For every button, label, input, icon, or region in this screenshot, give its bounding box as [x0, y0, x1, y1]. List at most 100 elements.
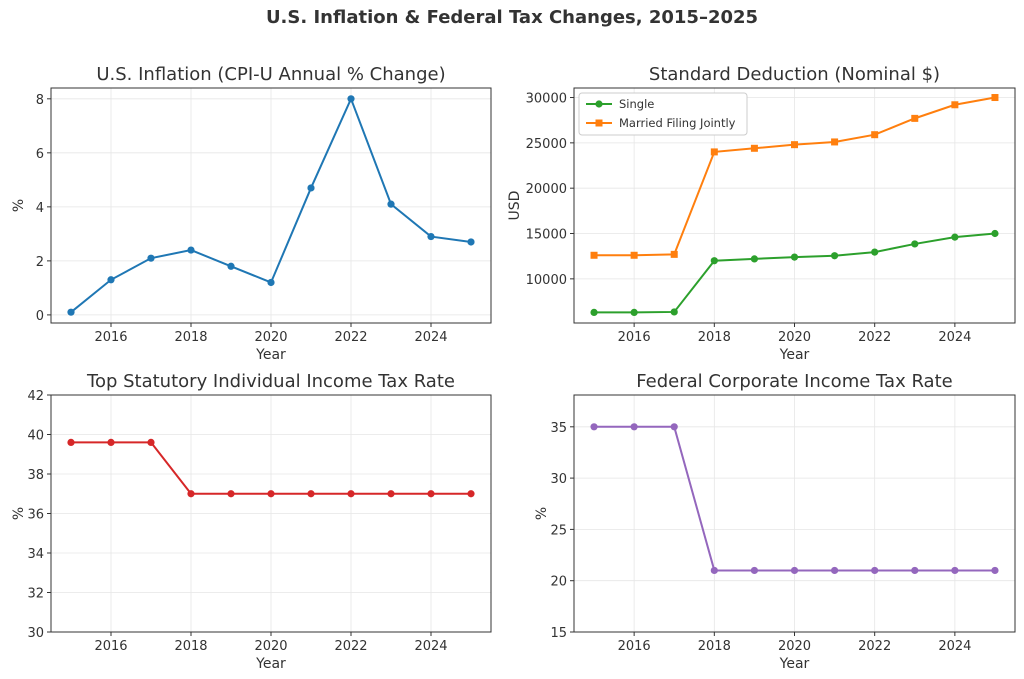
data-point: [670, 250, 678, 258]
data-point: [911, 114, 919, 122]
legend-marker: [595, 119, 603, 127]
data-point: [67, 438, 75, 446]
x-axis-label: Year: [255, 656, 286, 672]
data-point: [871, 131, 879, 139]
legend-marker: [595, 100, 603, 108]
y-tick-label: 30: [27, 626, 44, 641]
x-tick-label: 2016: [94, 639, 127, 654]
y-axis-label: %: [11, 199, 27, 212]
data-point: [790, 253, 799, 261]
data-point: [670, 423, 678, 431]
data-point: [267, 490, 275, 498]
subplot-title: Federal Corporate Income Tax Rate: [636, 371, 952, 392]
figure-title: U.S. Inflation & Federal Tax Changes, 20…: [266, 7, 758, 28]
x-tick-label: 2020: [254, 330, 287, 345]
data-point: [750, 255, 759, 263]
data-point: [750, 566, 759, 575]
data-point: [387, 490, 395, 498]
y-tick-label: 40: [27, 429, 44, 444]
subplot-1: 2016 2018 2020 2022 2024 0 2 4 6 8 U.S. Inflation …: [11, 64, 492, 363]
data-point: [670, 308, 678, 316]
data-point: [467, 490, 475, 498]
data-point: [590, 251, 598, 259]
data-point: [107, 276, 115, 284]
x-tick-label: 2024: [938, 639, 971, 654]
data-point: [750, 144, 758, 152]
data-point: [187, 246, 195, 254]
y-tick-label: 25000: [526, 137, 567, 152]
x-tick-label: 2018: [174, 330, 207, 345]
x-tick-label: 2018: [698, 639, 731, 654]
subplot-title: U.S. Inflation (CPI-U Annual % Change): [96, 64, 445, 85]
data-point: [590, 423, 598, 431]
y-tick-label: 38: [27, 468, 44, 483]
y-axis-label: USD: [507, 191, 523, 221]
data-point: [147, 254, 155, 262]
y-axis-label: %: [534, 507, 550, 520]
data-point: [630, 251, 638, 259]
y-tick-label: 36: [27, 508, 44, 523]
y-tick-label: 34: [27, 547, 44, 562]
data-point: [307, 490, 315, 498]
x-tick-label: 2022: [858, 330, 891, 345]
data-point: [307, 184, 315, 192]
x-tick-label: 2022: [334, 639, 367, 654]
plot-frame: [50, 87, 492, 324]
y-tick-label: 0: [36, 309, 44, 324]
data-point: [991, 94, 999, 102]
y-tick-label: 4: [36, 201, 44, 216]
y-tick-label: 42: [27, 389, 44, 404]
data-point: [871, 248, 879, 256]
y-tick-label: 32: [27, 587, 44, 602]
x-axis-label: Year: [255, 347, 286, 363]
data-point: [951, 233, 959, 241]
x-tick-label: 2020: [778, 639, 811, 654]
data-point: [830, 252, 839, 260]
y-axis-label: %: [11, 507, 27, 520]
legend-label: Single: [619, 97, 654, 111]
x-tick-label: 2022: [334, 330, 367, 345]
data-point: [710, 148, 718, 156]
data-point: [267, 278, 275, 287]
x-tick-label: 2016: [618, 330, 651, 345]
x-tick-label: 2022: [858, 639, 891, 654]
data-point: [951, 566, 959, 575]
data-point: [227, 262, 235, 270]
x-tick-label: 2024: [414, 639, 447, 654]
y-tick-label: 30000: [526, 92, 567, 107]
y-tick-label: 10000: [526, 273, 567, 288]
plot-frame: [573, 394, 1016, 633]
data-point: [467, 238, 475, 246]
x-tick-label: 2024: [414, 330, 447, 345]
x-tick-label: 2018: [698, 330, 731, 345]
data-point: [791, 141, 798, 149]
data-point: [710, 566, 718, 575]
data-point: [347, 95, 355, 103]
data-point: [911, 566, 919, 575]
data-point: [991, 229, 999, 238]
data-point: [951, 101, 959, 109]
data-point: [710, 257, 718, 265]
x-tick-label: 2020: [778, 330, 811, 345]
y-tick-label: 15000: [526, 228, 567, 243]
data-point: [871, 566, 879, 575]
x-tick-label: 2016: [618, 639, 651, 654]
x-axis-label: Year: [779, 656, 810, 672]
y-tick-label: 20000: [526, 182, 567, 197]
x-tick-label: 2016: [94, 330, 127, 345]
data-point: [67, 308, 75, 316]
y-tick-label: 25: [550, 523, 567, 538]
plot-frame: [50, 394, 492, 633]
data-point: [107, 438, 115, 446]
x-axis-label: Year: [779, 347, 810, 363]
x-tick-label: 2020: [254, 639, 287, 654]
legend: Single Married Filing Jointly: [578, 92, 748, 136]
data-point: [831, 138, 839, 146]
y-tick-label: 30: [550, 472, 567, 487]
data-point: [147, 438, 155, 446]
data-point: [991, 566, 999, 575]
data-point: [911, 240, 919, 248]
legend-label: Married Filing Jointly: [619, 116, 736, 130]
